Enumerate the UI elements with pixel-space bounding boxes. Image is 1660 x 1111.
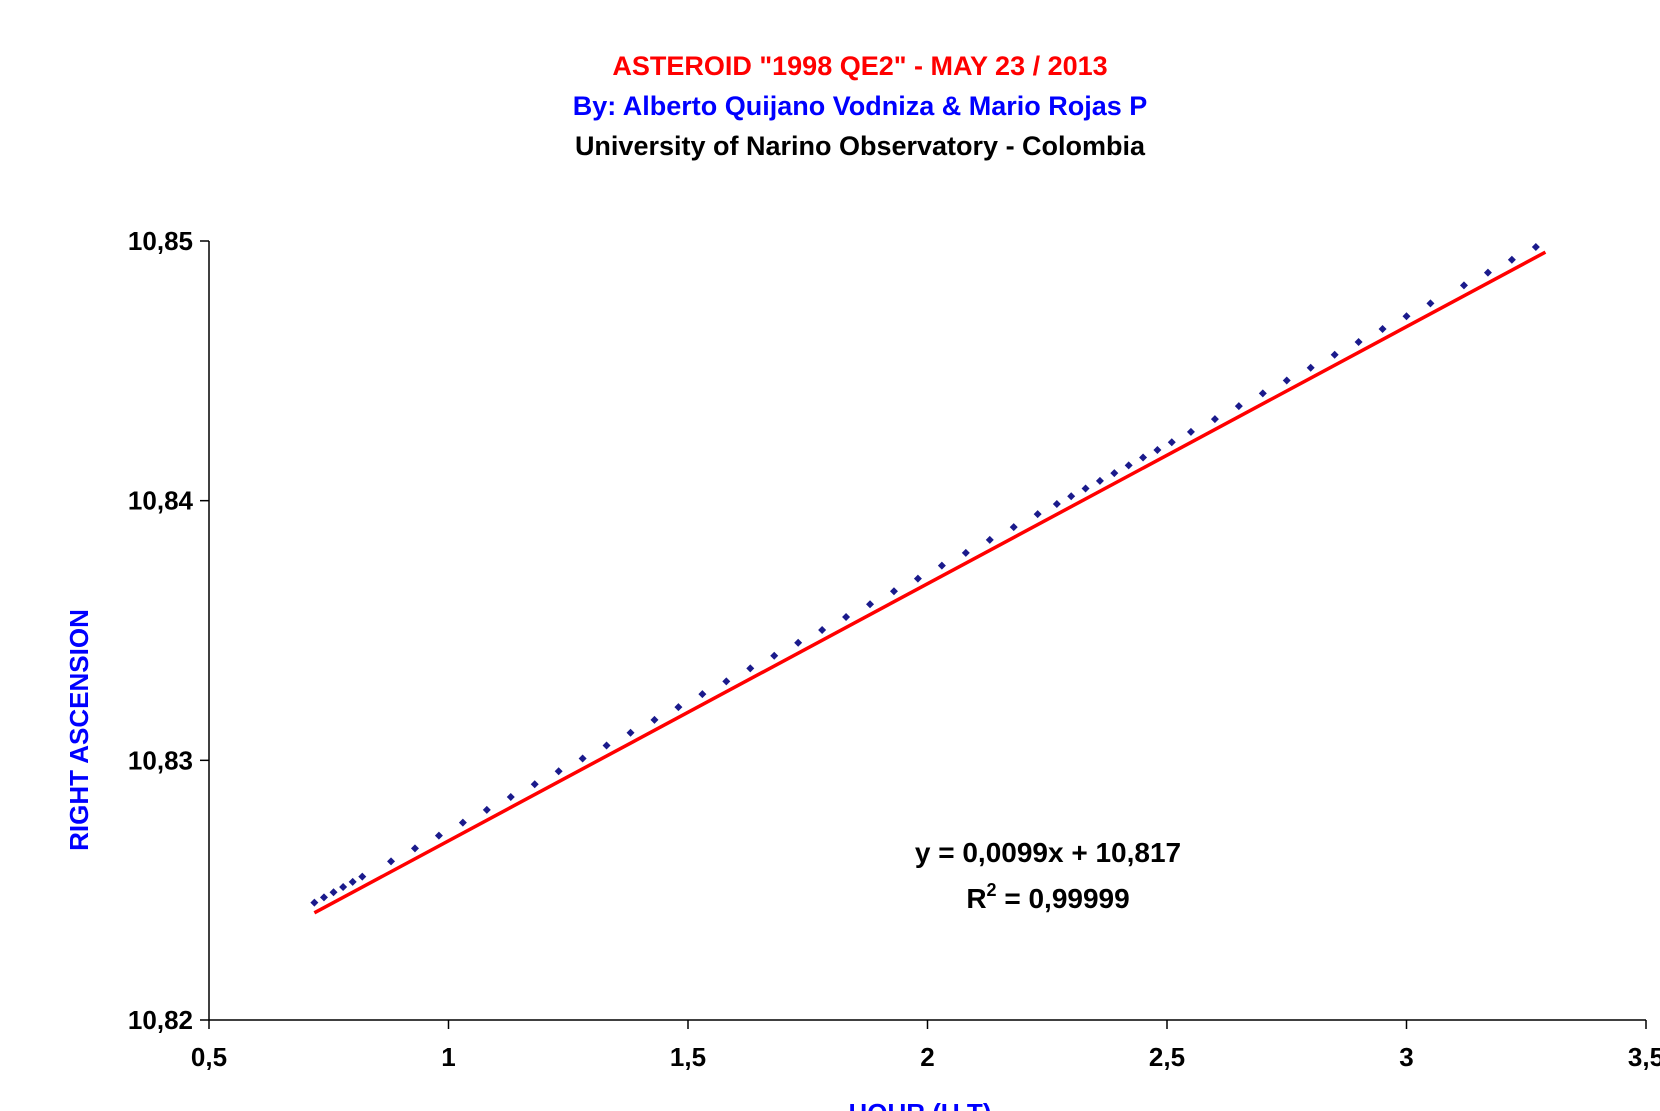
y-tick-label: 10,83 <box>128 745 193 775</box>
data-point <box>1459 281 1468 290</box>
data-point <box>913 574 922 583</box>
data-point <box>866 600 875 609</box>
trendline-equation: y = 0,0099x + 10,817 <box>915 837 1181 868</box>
x-tick-label: 1,5 <box>670 1042 706 1072</box>
data-point <box>770 651 779 660</box>
chart-institution: University of Narino Observatory - Colom… <box>574 131 1146 161</box>
data-point <box>1081 484 1090 493</box>
data-point <box>818 625 827 634</box>
data-point <box>339 883 348 892</box>
data-point <box>506 792 515 801</box>
data-point <box>1139 453 1148 462</box>
data-point <box>626 728 635 737</box>
data-point <box>348 877 357 886</box>
data-point <box>1153 446 1162 455</box>
y-tick-label: 10,82 <box>128 1005 193 1035</box>
data-point <box>1531 242 1540 251</box>
data-point <box>358 872 367 881</box>
trendline-group <box>313 250 1547 915</box>
data-point <box>482 805 491 814</box>
data-point <box>602 741 611 750</box>
data-point <box>842 612 851 621</box>
data-point <box>554 767 563 776</box>
chart-title: ASTEROID "1998 QE2" - MAY 23 / 2013 <box>612 51 1108 81</box>
data-point <box>1009 523 1018 532</box>
data-point <box>1234 402 1243 411</box>
data-point <box>674 703 683 712</box>
data-point <box>985 535 994 544</box>
data-point <box>1306 363 1315 372</box>
data-point <box>1167 438 1176 447</box>
r-squared-label: R2 = 0,99999 <box>966 880 1129 914</box>
data-point <box>458 818 467 827</box>
data-point <box>1258 389 1267 398</box>
data-point <box>961 548 970 557</box>
x-tick-label: 2,5 <box>1149 1042 1185 1072</box>
data-point <box>1067 492 1076 501</box>
x-tick-label: 3 <box>1399 1042 1413 1072</box>
data-point <box>434 831 443 840</box>
data-point <box>387 857 396 866</box>
chart-authors: By: Alberto Quijano Vodniza & Mario Roja… <box>572 91 1148 121</box>
data-point <box>1330 350 1339 359</box>
axis-labels: 0,5 1 1,5 2 2,5 3 3,5 10,85 10,84 10,83 10,82 <box>128 226 1660 1072</box>
x-tick-label: 0,5 <box>191 1042 227 1072</box>
data-point <box>937 561 946 570</box>
axes <box>200 240 1647 1029</box>
data-point <box>1033 510 1042 519</box>
data-point <box>1507 255 1516 264</box>
r-squared-r: R <box>966 883 986 914</box>
data-point <box>698 690 707 699</box>
data-point <box>1402 312 1411 321</box>
data-point <box>746 664 755 673</box>
x-axis-title: HOUR (U.T) <box>849 1098 992 1111</box>
data-point <box>310 898 319 907</box>
trendline <box>313 250 1547 915</box>
y-tick-label: 10,84 <box>128 486 194 516</box>
data-points <box>310 242 1540 907</box>
data-point <box>1110 469 1119 478</box>
r-squared-exponent: 2 <box>987 880 997 900</box>
y-axis-title: RIGHT ASCENSION <box>64 609 94 851</box>
data-point <box>1354 338 1363 347</box>
data-point <box>1095 476 1104 485</box>
data-point <box>889 587 898 596</box>
data-point <box>1378 325 1387 334</box>
data-point <box>1186 427 1195 436</box>
data-point <box>410 844 419 853</box>
x-tick-label: 2 <box>920 1042 934 1072</box>
data-point <box>1483 268 1492 277</box>
data-point <box>794 638 803 647</box>
r-squared-value: = 0,99999 <box>997 883 1130 914</box>
y-tick-label: 10,85 <box>128 226 193 256</box>
data-point <box>329 888 338 897</box>
data-point <box>1282 376 1291 385</box>
x-tick-label: 3,5 <box>1628 1042 1660 1072</box>
data-point <box>578 754 587 763</box>
data-point <box>722 677 731 686</box>
data-point <box>530 780 539 789</box>
chart-titles: ASTEROID "1998 QE2" - MAY 23 / 2013 By: … <box>0 46 1660 166</box>
data-point <box>1426 299 1435 308</box>
data-point <box>319 893 328 902</box>
x-tick-label: 1 <box>441 1042 455 1072</box>
data-point <box>1210 415 1219 424</box>
data-point <box>650 715 659 724</box>
data-point <box>1124 461 1133 470</box>
data-point <box>1052 500 1061 509</box>
